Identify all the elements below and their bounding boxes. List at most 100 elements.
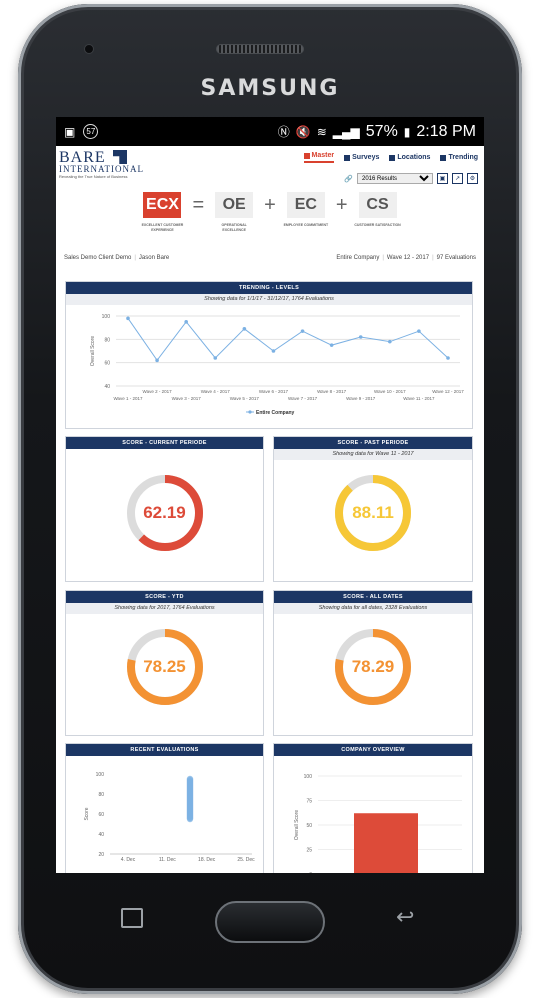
panel-title: RECENT EVALUATIONS: [66, 744, 263, 756]
scope-info: Entire Company | Wave 12 - 2017 | 97 Evaluat…: [336, 255, 476, 261]
data-point: [358, 335, 363, 339]
notification-count-badge: 57: [83, 124, 99, 139]
x-tick-label: Wave 1 - 2017: [113, 396, 143, 401]
eq-caption: EXCELLENT CUSTOMER EXPERIENCE: [141, 223, 184, 232]
logo-international: INTERNATIONAL: [59, 164, 144, 174]
eq-caption: OPERATIONAL EXCELLENCE: [221, 223, 247, 232]
y-tick-label: 25: [306, 848, 312, 854]
nav-trending-label: Trending: [448, 154, 478, 161]
x-tick-label: Wave 11 - 2017: [403, 396, 435, 401]
panel-title: SCORE - CURRENT PERIODE: [66, 437, 263, 449]
settings-icon[interactable]: ⚙: [467, 173, 478, 184]
ytd-score-value: 78.25: [143, 657, 186, 676]
eq-code: ECX: [143, 192, 182, 218]
panel-title: COMPANY OVERVIEW: [274, 744, 472, 756]
data-point: [155, 358, 159, 363]
data-point: [300, 329, 305, 333]
x-tick-label: Wave 12 - 2017: [432, 389, 464, 394]
eq-cs: CS CUSTOMER SATISFACTION: [354, 192, 402, 228]
data-point: [213, 356, 218, 360]
link-icon: 🔗: [344, 175, 353, 183]
nav-surveys[interactable]: Surveys: [344, 152, 379, 163]
nfc-icon: Ⓝ: [277, 125, 290, 139]
y-tick-label: 0: [309, 872, 312, 873]
eq-code: EC: [286, 192, 325, 218]
data-point: [446, 356, 450, 360]
past-score-donut: [335, 475, 411, 551]
company-logo[interactable]: BARE INTERNATIONAL Revealing the True Na…: [59, 150, 144, 180]
recent-evaluations-chart[interactable]: 20 40 60 80 100 Score 4. Dec 11. Dec 18. Dec 25. …: [66, 756, 263, 873]
nav-trending[interactable]: Trending: [440, 152, 478, 163]
all-dates-score-donut: [335, 629, 411, 705]
donut-arc: [126, 629, 203, 705]
x-tick-label: Wave 8 - 2017: [317, 389, 347, 394]
data-point: [186, 775, 194, 783]
wave-label: Wave 12 - 2017: [386, 255, 430, 261]
eq-operator: =: [192, 194, 205, 216]
x-tick-label: Wave 2 - 2017: [143, 389, 173, 394]
nav-locations[interactable]: Locations: [389, 152, 430, 163]
y-tick-label: 40: [104, 384, 110, 390]
y-tick-label: 80: [98, 792, 104, 798]
x-tick-label: 18. Dec: [198, 857, 216, 863]
y-tick-label: 100: [102, 314, 111, 320]
data-point: [271, 349, 276, 353]
client-info: Sales Demo Client Demo | Jason Bare: [64, 255, 169, 261]
y-tick-label: 100: [96, 772, 105, 778]
clock: 2:18 PM: [416, 122, 476, 140]
app-header: BARE INTERNATIONAL Revealing the True Na…: [56, 146, 484, 190]
home-button[interactable]: [215, 901, 325, 943]
x-tick-label: Wave 4 - 2017: [201, 389, 231, 394]
current-score-panel: SCORE - CURRENT PERIODE 62.19: [65, 436, 264, 582]
main-nav: Master Surveys Locations Trending: [303, 152, 478, 163]
x-tick-label: Wave 9 - 2017: [346, 396, 376, 401]
x-tick-label: Wave 6 - 2017: [259, 389, 289, 394]
nav-master-label: Master: [311, 152, 335, 159]
y-tick-label: 60: [104, 361, 110, 367]
panel-subtitle: Showing data for 2017, 1764 Evaluations: [66, 603, 263, 614]
legend-marker: [248, 410, 252, 414]
nav-locations-label: Locations: [397, 154, 431, 161]
current-score-value: 62.19: [143, 503, 186, 522]
current-score-donut: [126, 475, 203, 551]
series-line: [127, 318, 449, 362]
save-icon[interactable]: ▣: [437, 173, 448, 184]
nav-surveys-label: Surveys: [352, 154, 380, 161]
company-overview-chart[interactable]: 0 25 50 75 100 Overall Score: [274, 756, 472, 873]
wifi-icon: ≋: [316, 124, 327, 139]
x-tick-label: 25. Dec: [237, 857, 255, 863]
client-name: Sales Demo Client Demo: [64, 255, 132, 261]
bar: [354, 813, 418, 873]
results-select[interactable]: 2016 Results: [357, 173, 433, 184]
donut-arc: [335, 475, 411, 551]
back-button[interactable]: ↩: [396, 904, 415, 929]
data-point: [126, 316, 130, 321]
x-tick-label: Wave 7 - 2017: [288, 396, 318, 401]
eq-operator: +: [335, 194, 348, 216]
separator: |: [432, 255, 434, 261]
eq-operator: +: [264, 194, 276, 216]
recent-apps-button[interactable]: [121, 908, 143, 928]
y-axis-label: Score: [84, 807, 90, 820]
recent-evaluations-panel: RECENT EVALUATIONS 20 40 60 80 100 Score 4. De…: [65, 743, 264, 873]
all-dates-score-panel: SCORE - ALL DATES Showing data for all d…: [273, 590, 473, 736]
company-overview-panel: COMPANY OVERVIEW 0 25 50 75 100 Overall Score: [273, 743, 473, 873]
eq-ecx: ECX EXCELLENT CUSTOMER EXPERIENCE: [138, 192, 186, 233]
donut-arc: [126, 475, 203, 551]
y-axis-label: Overall Score: [294, 810, 300, 841]
ytd-score-donut: [126, 629, 203, 705]
eq-oe: OE OPERATIONAL EXCELLENCE: [210, 192, 258, 233]
eq-code: CS: [358, 192, 397, 218]
share-icon[interactable]: ↗: [452, 173, 463, 184]
nav-master[interactable]: Master: [303, 152, 335, 163]
donut-chart: [66, 617, 263, 717]
battery-icon: ▮: [403, 124, 411, 139]
mute-icon: 🔇: [295, 124, 311, 139]
data-point: [242, 327, 247, 331]
panel-title: SCORE - ALL DATES: [274, 591, 472, 603]
x-tick-label: Wave 5 - 2017: [230, 396, 260, 401]
ecx-equation: ECX EXCELLENT CUSTOMER EXPERIENCE = OE O…: [56, 192, 484, 248]
eq-code: OE: [215, 192, 254, 218]
y-tick-label: 20: [98, 852, 104, 858]
